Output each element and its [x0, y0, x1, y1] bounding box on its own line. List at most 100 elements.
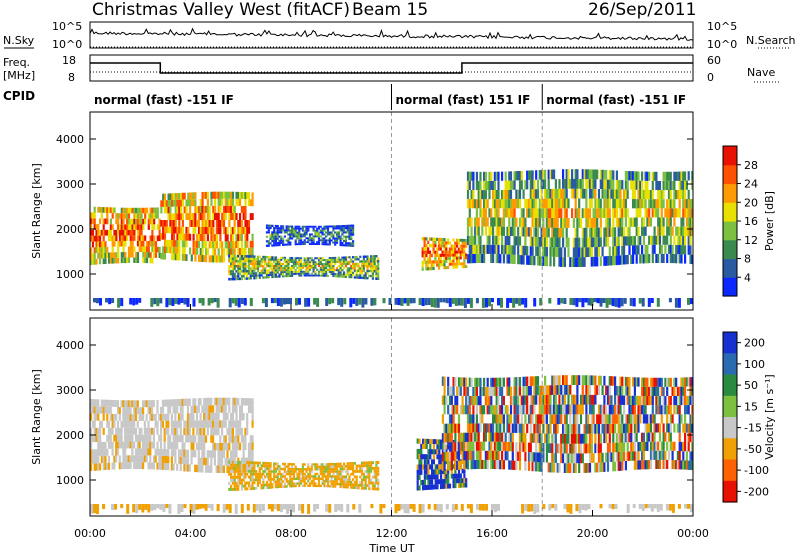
- heatmap-cell: [470, 199, 473, 209]
- heatmap-cell: [442, 298, 446, 303]
- heatmap-cell: [307, 274, 310, 277]
- heatmap-cell: [344, 480, 347, 484]
- heatmap-cell: [303, 243, 306, 245]
- heatmap-cell: [242, 464, 245, 467]
- heatmap-cell: [239, 478, 242, 482]
- heatmap-cell: [427, 484, 430, 490]
- heatmap-cell: [276, 262, 279, 265]
- heatmap-cell: [341, 275, 344, 278]
- heatmap-cell: [344, 273, 347, 276]
- heatmap-cell: [221, 442, 224, 451]
- heatmap-cell: [282, 467, 285, 471]
- nave-right-tick-bottom: 0: [707, 71, 714, 84]
- heatmap-cell: [635, 217, 638, 227]
- heatmap-cell: [651, 190, 654, 200]
- heatmap-cell: [527, 227, 531, 237]
- heatmap-cell: [501, 217, 504, 227]
- heatmap-cell: [99, 434, 102, 442]
- heatmap-cell: [174, 246, 177, 254]
- heatmap-cell: [310, 239, 313, 242]
- heatmap-cell: [456, 449, 459, 455]
- heatmap-cell: [206, 420, 209, 428]
- heatmap-cell: [606, 208, 610, 218]
- heatmap-cell: [233, 475, 236, 479]
- heatmap-cell: [174, 213, 177, 220]
- heatmap-cell: [615, 198, 618, 209]
- heatmap-cell: [642, 226, 645, 236]
- heatmap-cell: [364, 481, 367, 485]
- heatmap-cell: [531, 461, 534, 472]
- heatmap-cell: [273, 275, 276, 278]
- heatmap-cell: [557, 298, 561, 305]
- heatmap-cell: [247, 257, 251, 261]
- heatmap-cell: [355, 271, 358, 275]
- heatmap-cell: [115, 441, 118, 449]
- heatmap-cell: [373, 262, 376, 265]
- heatmap-cell: [468, 199, 471, 209]
- heatmap-cell: [287, 273, 290, 275]
- heatmap-cell: [579, 218, 583, 228]
- heatmap-cell: [282, 480, 285, 483]
- heatmap-cell: [127, 434, 130, 442]
- heatmap-cell: [143, 434, 146, 442]
- heatmap-cell: [468, 217, 471, 227]
- heatmap-cell: [177, 399, 181, 407]
- heatmap-cell: [439, 247, 442, 251]
- heatmap-cell: [486, 396, 489, 406]
- heatmap-cell: [635, 245, 638, 255]
- heatmap-cell: [687, 245, 690, 255]
- heatmap-cell: [353, 475, 356, 479]
- heatmap-cell: [475, 244, 478, 254]
- heatmap-cell: [436, 464, 439, 470]
- heatmap-cell: [307, 241, 310, 244]
- heatmap-cell: [350, 224, 353, 227]
- heatmap-cell: [463, 478, 466, 483]
- heatmap-cell: [174, 220, 177, 227]
- heatmap-cell: [127, 257, 131, 263]
- heatmap-cell: [249, 405, 252, 414]
- heatmap-cell: [397, 298, 401, 306]
- heatmap-cell: [115, 213, 118, 219]
- heatmap-cell: [274, 467, 277, 471]
- heatmap-cell: [506, 199, 509, 209]
- heatmap-cell: [258, 272, 261, 275]
- heatmap-cell: [339, 462, 342, 466]
- heatmap-cell: [423, 485, 426, 491]
- heatmap-cell: [149, 235, 152, 242]
- heatmap-cell: [335, 267, 339, 270]
- heatmap-cell: [113, 241, 116, 247]
- heatmap-cell: [145, 427, 148, 435]
- heatmap-cell: [457, 432, 461, 443]
- heatmap-cell: [632, 245, 635, 255]
- heatmap-cell: [332, 467, 335, 471]
- heatmap-cell: [657, 208, 660, 218]
- heatmap-cell: [149, 448, 152, 456]
- heatmap-cell: [673, 171, 676, 181]
- heatmap-cell: [474, 199, 477, 209]
- heatmap-cell: [483, 459, 486, 469]
- heatmap-cell: [499, 217, 502, 227]
- heatmap-cell: [291, 272, 294, 275]
- heatmap-cell: [242, 248, 245, 255]
- heatmap-cell: [463, 250, 466, 254]
- heatmap-cell: [646, 208, 649, 218]
- heatmap-cell: [249, 398, 252, 406]
- heatmap-cell: [325, 272, 328, 275]
- heatmap-cell: [124, 420, 127, 428]
- heatmap-cell: [676, 208, 679, 218]
- heatmap-cell: [249, 469, 252, 473]
- heatmap-cell: [192, 405, 195, 414]
- heatmap-cell: [574, 227, 577, 238]
- heatmap-cell: [678, 189, 681, 200]
- heatmap-cell: [578, 247, 581, 258]
- heatmap-cell: [341, 273, 344, 276]
- colorbar-tick-label: 24: [744, 178, 758, 191]
- heatmap-cell: [316, 477, 319, 480]
- heatmap-cell: [179, 435, 182, 443]
- heatmap-cell: [592, 188, 595, 199]
- heatmap-cell: [271, 265, 274, 268]
- heatmap-cell: [529, 385, 532, 396]
- heatmap-cell: [339, 480, 342, 483]
- heatmap-cell: [192, 192, 195, 200]
- heatmap-cell: [147, 434, 150, 442]
